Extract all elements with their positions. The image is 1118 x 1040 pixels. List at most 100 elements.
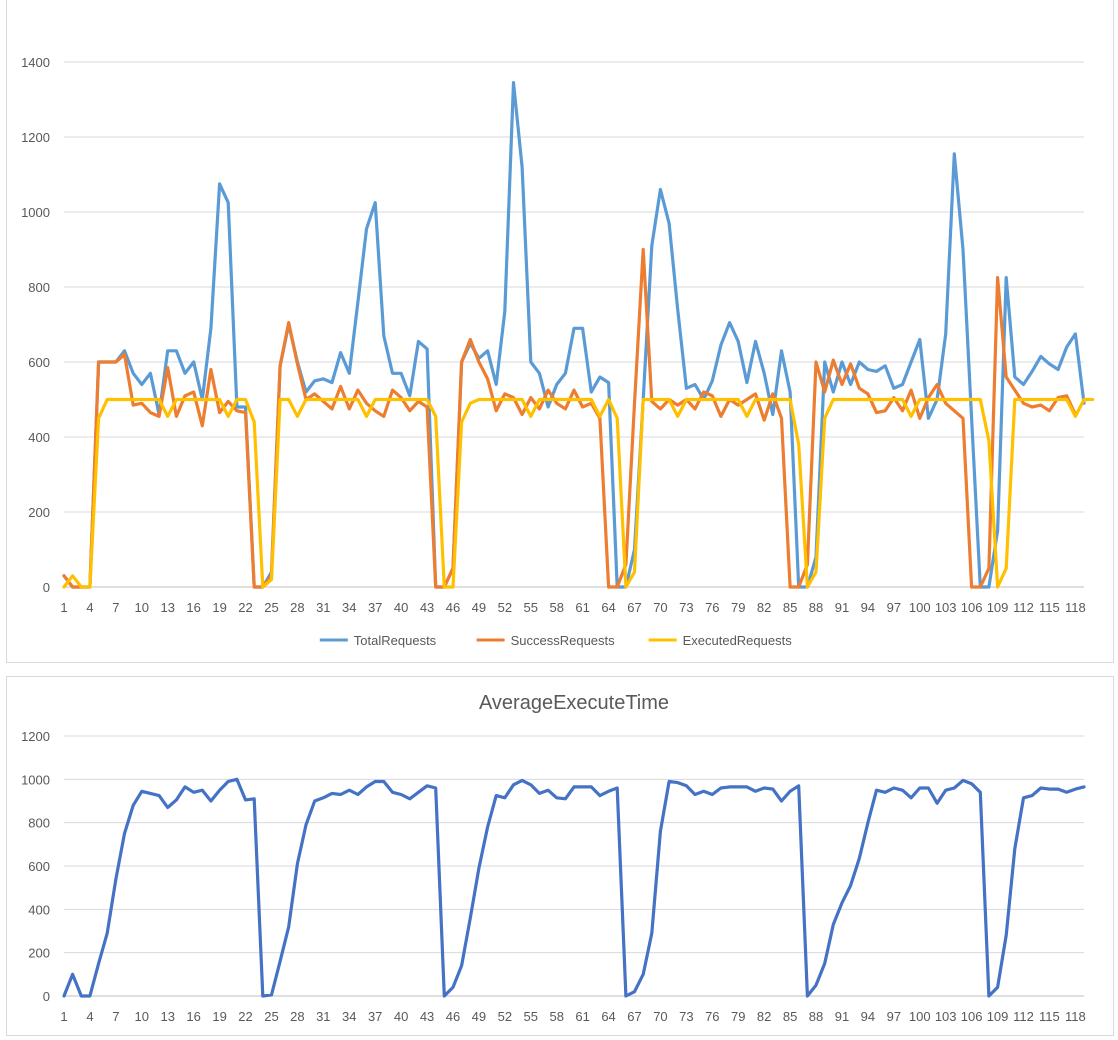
y-tick-label: 200 (28, 946, 50, 961)
y-tick-label: 1400 (21, 55, 50, 70)
y-tick-label: 1000 (21, 772, 50, 787)
x-tick-label: 46 (446, 1009, 460, 1024)
x-tick-label: 10 (135, 1009, 149, 1024)
x-tick-label: 67 (627, 1009, 641, 1024)
x-tick-label: 10 (135, 600, 149, 615)
x-tick-label: 61 (575, 1009, 589, 1024)
x-tick-label: 52 (498, 1009, 512, 1024)
x-tick-label: 58 (549, 1009, 563, 1024)
x-tick-label: 43 (420, 1009, 434, 1024)
x-tick-label: 82 (757, 1009, 771, 1024)
x-tick-label: 85 (783, 1009, 797, 1024)
y-tick-label: 800 (28, 816, 50, 831)
x-tick-label: 88 (809, 600, 823, 615)
chart-panel-average-execute-time: AverageExecuteTime 0 200 400 600 800 1000 1200 1… (6, 676, 1114, 1036)
x-tick-label: 25 (264, 600, 278, 615)
x-tick-label: 34 (342, 1009, 356, 1024)
x-tick-label: 67 (627, 600, 641, 615)
x-tick-label: 118 (1065, 600, 1086, 615)
x-tick-label: 22 (238, 600, 252, 615)
x-tick-label: 79 (731, 600, 745, 615)
x-tick-label: 70 (653, 1009, 667, 1024)
x-tick-label: 118 (1065, 1009, 1086, 1024)
x-tick-label: 97 (887, 1009, 901, 1024)
series-line-executedrequests (62, 397, 1095, 589)
x-tick-label: 94 (861, 1009, 875, 1024)
legend-label: TotalRequests (354, 633, 437, 648)
x-tick-label: 1 (60, 600, 67, 615)
x-tick-label: 91 (835, 1009, 849, 1024)
series-line-successrequests (62, 247, 1078, 589)
x-tick-label: 28 (290, 1009, 304, 1024)
x-tick-label: 31 (316, 1009, 330, 1024)
chart-panel-requests: 0 200 400 600 800 1000 1200 1400 1 4 7 10 13 16 19 22 25… (6, 0, 1114, 663)
series-line-totalrequests (62, 80, 1086, 589)
x-tick-label: 13 (160, 1009, 174, 1024)
x-tick-label: 49 (472, 600, 486, 615)
x-tick-label: 109 (987, 1009, 1009, 1024)
series-line-average-execute-time (62, 777, 1086, 998)
x-tick-label: 115 (1039, 1009, 1060, 1024)
x-tick-label: 16 (186, 600, 200, 615)
x-tick-label: 91 (835, 600, 849, 615)
x-tick-label: 112 (1013, 1009, 1034, 1024)
x-tick-label: 100 (909, 600, 931, 615)
x-tick-label: 31 (316, 600, 330, 615)
y-tick-label: 600 (28, 355, 50, 370)
y-tick-label: 400 (28, 430, 50, 445)
x-tick-label: 94 (861, 600, 875, 615)
chart-title: AverageExecuteTime (479, 692, 669, 714)
x-tick-label: 61 (575, 600, 589, 615)
x-tick-label: 106 (961, 600, 983, 615)
x-tick-label: 7 (112, 600, 119, 615)
x-tick-label: 88 (809, 1009, 823, 1024)
y-tick-label: 1200 (21, 729, 50, 744)
x-tick-label: 19 (212, 600, 226, 615)
x-tick-label: 25 (264, 1009, 278, 1024)
legend-label: SuccessRequests (511, 633, 616, 648)
x-tick-label: 100 (909, 1009, 931, 1024)
x-tick-label: 82 (757, 600, 771, 615)
x-tick-label: 37 (368, 1009, 382, 1024)
x-tick-label: 73 (679, 1009, 693, 1024)
x-tick-label: 55 (524, 1009, 538, 1024)
legend-label: ExecutedRequests (683, 633, 793, 648)
x-tick-label: 55 (524, 600, 538, 615)
x-tick-label: 34 (342, 600, 356, 615)
x-tick-label: 64 (601, 600, 615, 615)
x-tick-label: 64 (601, 1009, 615, 1024)
y-tick-label: 200 (28, 505, 50, 520)
x-tick-label: 76 (705, 1009, 719, 1024)
x-tick-label: 43 (420, 600, 434, 615)
x-tick-label: 73 (679, 600, 693, 615)
y-tick-label: 1200 (21, 130, 50, 145)
average-execute-time-chart: AverageExecuteTime 0 200 400 600 800 1000 1200 1… (21, 692, 1086, 1024)
x-tick-label: 76 (705, 600, 719, 615)
x-tick-label: 103 (935, 600, 957, 615)
x-tick-label: 103 (935, 1009, 957, 1024)
y-tick-label: 0 (43, 989, 50, 1004)
x-tick-label: 16 (186, 1009, 200, 1024)
x-tick-label: 109 (987, 600, 1009, 615)
x-tick-label: 106 (961, 1009, 983, 1024)
x-tick-label: 58 (549, 600, 563, 615)
x-tick-label: 4 (86, 600, 93, 615)
y-tick-label: 1000 (21, 205, 50, 220)
x-tick-label: 97 (887, 600, 901, 615)
y-tick-label: 600 (28, 859, 50, 874)
requests-chart: 0 200 400 600 800 1000 1200 1400 1 4 7 10 13 16 19 22 25… (21, 55, 1095, 648)
x-tick-label: 115 (1039, 600, 1060, 615)
x-tick-label: 40 (394, 600, 408, 615)
x-tick-label: 85 (783, 600, 797, 615)
y-tick-label: 0 (43, 580, 50, 595)
y-tick-label: 800 (28, 280, 50, 295)
x-tick-label: 112 (1013, 600, 1034, 615)
x-tick-label: 46 (446, 600, 460, 615)
x-tick-label: 4 (86, 1009, 93, 1024)
x-tick-label: 79 (731, 1009, 745, 1024)
x-tick-label: 19 (212, 1009, 226, 1024)
x-tick-label: 49 (472, 1009, 486, 1024)
x-tick-label: 40 (394, 1009, 408, 1024)
x-tick-label: 28 (290, 600, 304, 615)
x-tick-label: 22 (238, 1009, 252, 1024)
